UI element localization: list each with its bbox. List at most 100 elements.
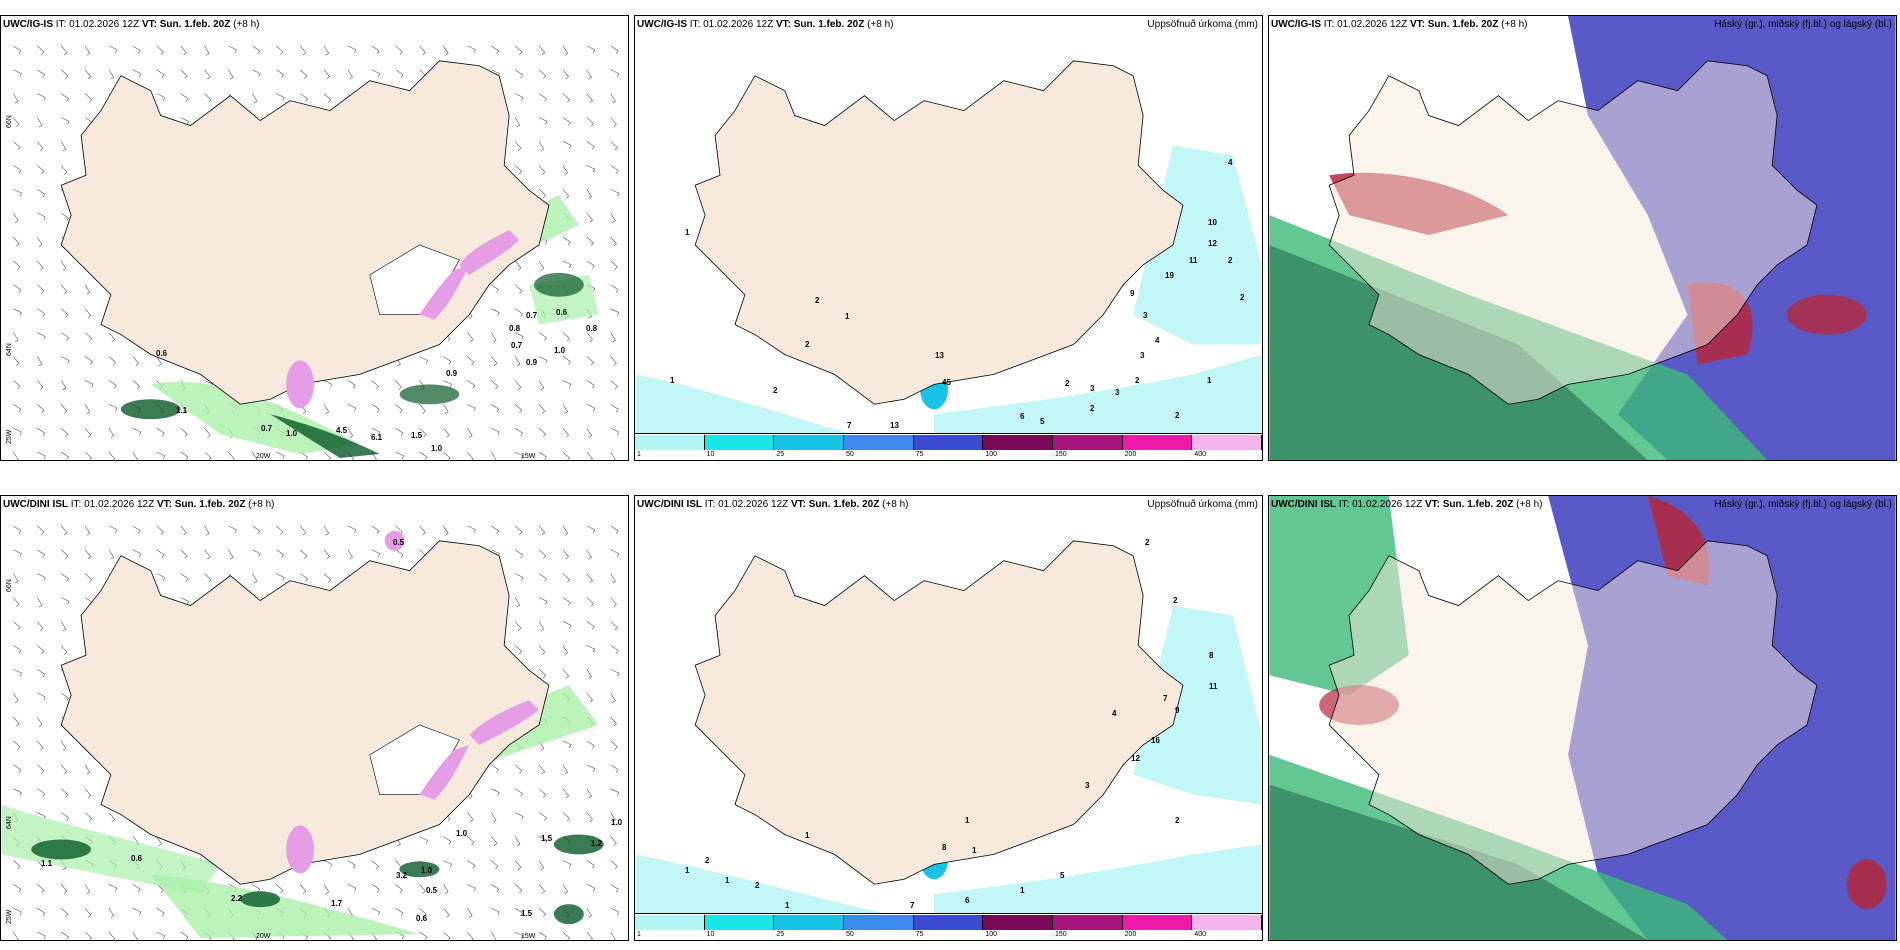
- wind-barb: [586, 93, 593, 104]
- wind-barb: [60, 427, 69, 438]
- wind-barb: [299, 45, 307, 56]
- precip-label: 0.7: [526, 311, 538, 320]
- wind-barb: [13, 740, 21, 750]
- wind-barb: [84, 788, 92, 799]
- wind-barb: [586, 764, 596, 772]
- iceland-land: [60, 60, 550, 405]
- wind-barb: [443, 451, 451, 460]
- wind-barb: [514, 884, 523, 894]
- wind-barb: [108, 403, 118, 412]
- wind-barb: [610, 860, 618, 870]
- wind-barb: [37, 788, 46, 797]
- wind-barb: [467, 356, 475, 366]
- colorbar-swatch: [704, 435, 775, 450]
- wind-barb: [37, 621, 44, 631]
- wind-map-panel-igis: UWC/IG-IS IT: 01.02.2026 12Z VT: Sun. 1.…: [0, 15, 629, 461]
- panel-title: Háský (gr.), miðský (fj.bl.) og lágský (…: [1714, 499, 1892, 510]
- wind-barb: [395, 45, 403, 55]
- wind-barb: [84, 764, 91, 775]
- wind-barb: [491, 907, 500, 916]
- wind-barb: [610, 549, 620, 557]
- wind-barb: [586, 69, 592, 80]
- colorbar-tick: 50: [845, 931, 854, 938]
- wind-barb: [204, 69, 211, 80]
- wind-barb: [538, 525, 546, 536]
- wind-barb: [490, 931, 497, 940]
- wind-barb: [586, 380, 595, 389]
- precip-map-dini: [635, 540, 1262, 925]
- colorbar-swatch: [1192, 915, 1262, 930]
- wind-barb: [586, 117, 594, 127]
- snow-shading: [419, 264, 470, 320]
- wind-barb: [538, 260, 545, 271]
- wind-barb: [204, 45, 210, 56]
- precip-value: 1: [785, 901, 790, 910]
- wind-barb: [610, 931, 616, 940]
- wind-barb: [108, 525, 118, 534]
- wind-barb: [467, 836, 475, 846]
- precip-value: 1: [972, 846, 977, 855]
- wind-barb: [490, 451, 497, 460]
- wind-barb: [13, 404, 22, 413]
- wind-barb: [586, 692, 593, 703]
- wind-barb: [347, 69, 354, 80]
- colorbar-swatch: [983, 435, 1053, 450]
- precip-value: 4: [1112, 709, 1117, 718]
- wind-barb: [13, 380, 21, 390]
- wind-barb: [538, 812, 547, 821]
- wind-barb: [323, 380, 333, 388]
- wind-barb: [228, 45, 237, 54]
- wind-barb: [299, 525, 307, 536]
- precip-label: 1.0: [456, 829, 468, 838]
- wind-barb: [299, 69, 308, 79]
- wind-barb: [347, 860, 356, 869]
- cloud-map-panel-igis: UWC/IG-IS IT: 01.02.2026 12Z VT: Sun. 1.…: [1268, 15, 1897, 461]
- wind-barb: [610, 668, 620, 677]
- precip-value: 9: [1130, 289, 1135, 298]
- wind-barb: [395, 884, 403, 894]
- wind-barb: [13, 907, 22, 916]
- wind-barb: [610, 427, 620, 436]
- wind-barb: [347, 427, 354, 438]
- wind-barb: [610, 284, 619, 293]
- wind-barb: [347, 380, 356, 389]
- colorbar-swatch: [844, 435, 914, 450]
- wind-barb: [586, 597, 594, 607]
- precip-label: 4.5: [336, 426, 348, 435]
- precip-value: 45: [942, 378, 951, 387]
- wind-barb: [562, 812, 570, 822]
- precip-value: 2: [773, 386, 778, 395]
- precip-value: 3: [1143, 311, 1148, 320]
- wind-barb: [60, 884, 68, 894]
- wind-barb: [84, 404, 91, 414]
- wind-barb: [371, 907, 381, 916]
- wind-barb: [60, 141, 67, 152]
- iceland-land: [694, 540, 1184, 885]
- precip-value: 13: [890, 421, 899, 430]
- wind-barb: [13, 284, 22, 293]
- wind-barb: [586, 931, 593, 940]
- wind-barb: [562, 860, 572, 868]
- wind-barb: [467, 812, 474, 822]
- wind-barb: [419, 907, 427, 918]
- colorbar-tick: 1: [637, 451, 641, 458]
- wind-barb: [323, 93, 332, 103]
- wind-barb: [156, 356, 162, 367]
- precip-value: 2: [815, 296, 820, 305]
- wind-barb: [37, 284, 45, 294]
- wind-barb: [538, 69, 547, 79]
- colorbar-swatch: [635, 915, 705, 930]
- wind-barb: [84, 93, 93, 103]
- precip-value: 2: [1240, 293, 1245, 302]
- wind-barb: [60, 69, 69, 79]
- panel-header: UWC/IG-IS IT: 01.02.2026 12Z VT: Sun. 1.…: [1271, 19, 1528, 30]
- wind-barb: [610, 380, 618, 390]
- wind-barb: [538, 621, 545, 632]
- wind-barb: [586, 573, 593, 584]
- wind-barb: [538, 573, 547, 582]
- wind-barb: [37, 404, 45, 414]
- wind-barb: [610, 404, 619, 413]
- wind-barb: [13, 165, 22, 174]
- wind-barb: [490, 356, 498, 366]
- colorbar-swatch: [1192, 435, 1262, 450]
